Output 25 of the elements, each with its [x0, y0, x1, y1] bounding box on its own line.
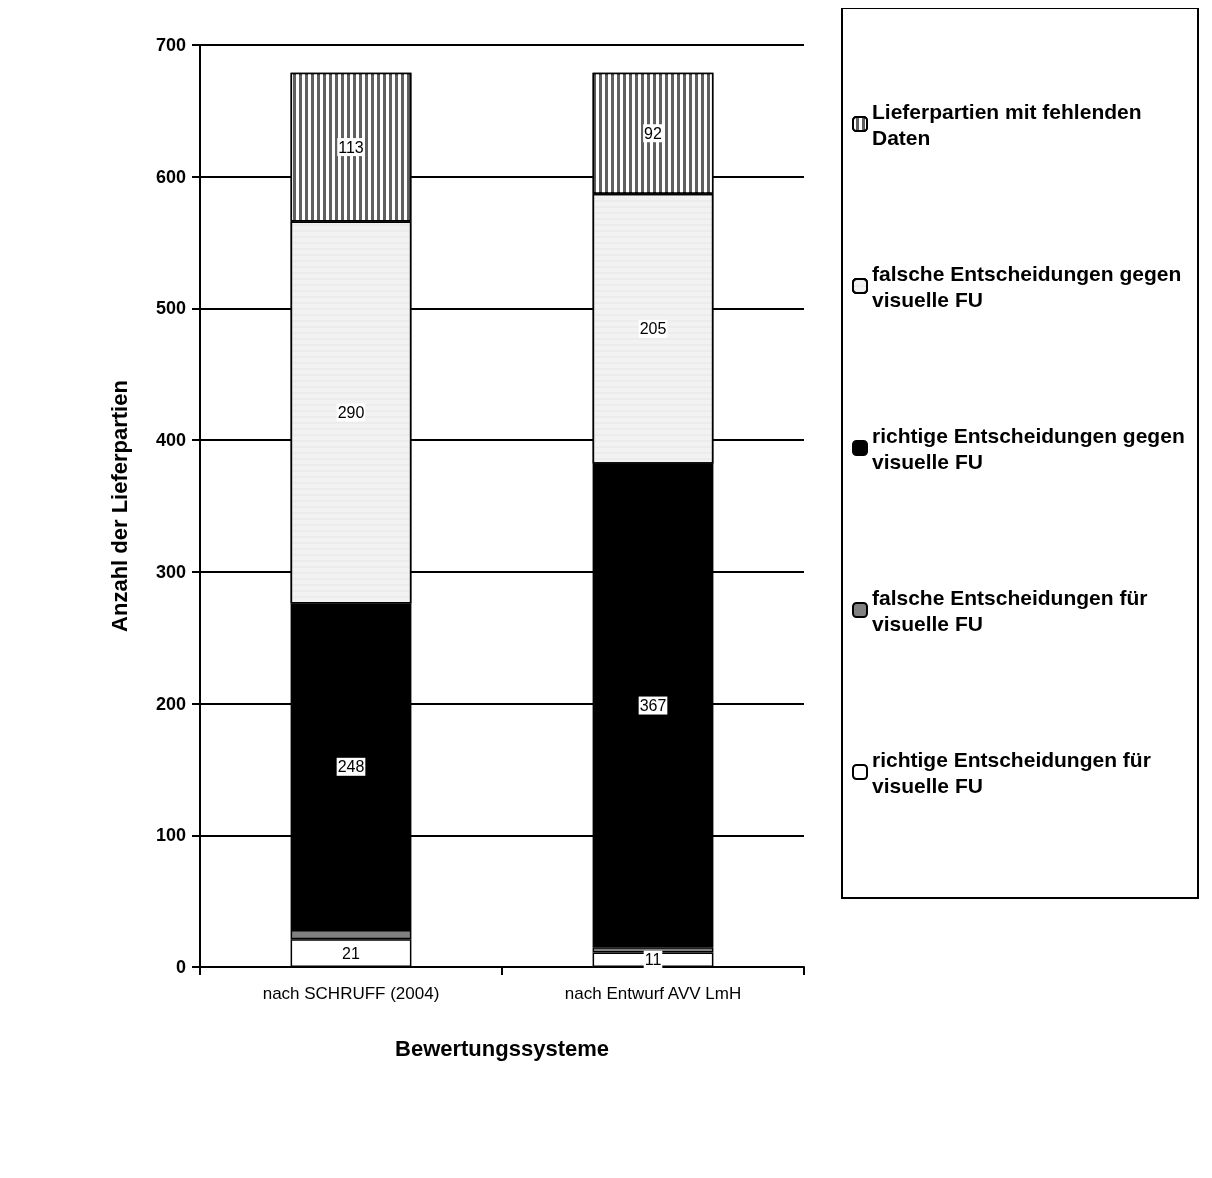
data-label: 21: [342, 944, 360, 962]
y-tick-label: 0: [175, 957, 186, 977]
data-label: 92: [644, 124, 662, 142]
data-label: 290: [337, 403, 365, 421]
x-tick-label: nach SCHRUFF (2004): [262, 984, 440, 1003]
legend-label: Lieferpartien mit fehlenden Daten: [872, 99, 1148, 149]
y-tick-label: 400: [155, 430, 186, 451]
y-tick-label: 600: [155, 166, 186, 187]
y-tick-label: 500: [155, 298, 186, 319]
legend-label: falsche Entscheidungen für visuelle FU: [872, 585, 1154, 635]
data-label: 205: [639, 320, 667, 338]
data-label: 367: [639, 697, 667, 715]
x-tick-label: nach Entwurf AVV LmH: [564, 984, 742, 1003]
y-axis-title: Anzahl der Lieferpartien: [106, 380, 132, 632]
y-tick-label: 300: [155, 561, 186, 582]
data-label: 113: [338, 138, 364, 156]
x-axis-title: Bewertungssysteme: [395, 1035, 609, 1061]
y-tick-label: 100: [155, 825, 186, 846]
y-tick-label: 200: [155, 693, 186, 714]
legend-label: richtige Entscheidungen gegen visuelle FU: [872, 423, 1191, 473]
data-label: 11: [644, 951, 662, 969]
legend-label: richtige Entscheidungen für visuelle FU: [872, 747, 1157, 797]
data-label: 248: [337, 758, 365, 776]
y-tick-label: 700: [155, 35, 186, 55]
legend-label: falsche Entscheidungen gegen visuelle FU: [872, 261, 1188, 311]
